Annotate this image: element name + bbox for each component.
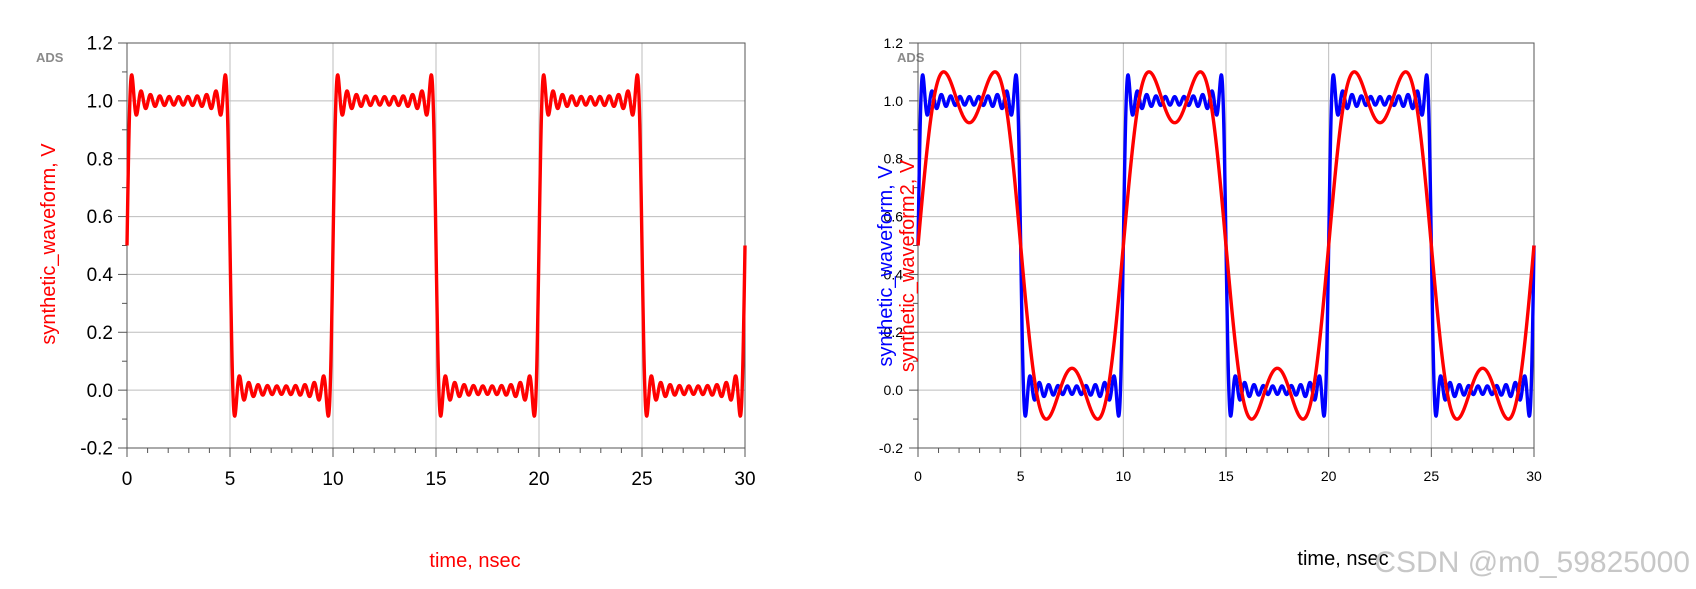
right-y-axis-label-2: synthetic_waveform2, V [897, 159, 919, 372]
x-tick-label: 10 [1116, 468, 1132, 484]
y-tick-label: 0.0 [884, 382, 904, 398]
x-tick-label: 20 [1321, 468, 1337, 484]
y-tick-label: -0.2 [80, 439, 113, 460]
y-tick-label: 0.8 [87, 149, 113, 170]
x-tick-label: 30 [734, 469, 755, 490]
left-y-axis-label: synthetic_waveform, V [38, 143, 60, 345]
x-tick-label: 30 [1526, 468, 1542, 484]
x-tick-label: 0 [122, 469, 133, 490]
x-tick-label: 5 [225, 469, 236, 490]
right-minor-ticks [909, 42, 1535, 457]
x-tick-label: 15 [1218, 468, 1234, 484]
right-x-tick-labels: 0 5 10 15 20 25 30 [914, 468, 1542, 484]
left-series-line-1 [125, 73, 747, 418]
y-tick-label: 0.6 [884, 208, 904, 224]
right-y-axis-label-1: synthetic_waveform, V [875, 165, 897, 367]
x-tick-label: 25 [631, 469, 652, 490]
left-series-group [125, 73, 747, 418]
x-tick-label: 0 [914, 468, 922, 484]
y-tick-label: 0.6 [87, 207, 113, 228]
y-tick-label: 1.2 [884, 35, 904, 51]
y-tick-label: 0.8 [884, 151, 904, 167]
y-tick-label: 0.4 [87, 265, 114, 286]
y-tick-label: 0.4 [884, 266, 904, 282]
right-x-axis-label: time, nsec [1297, 548, 1388, 570]
watermark-text: CSDN @m0_59825000 [1374, 546, 1690, 579]
x-tick-label: 25 [1424, 468, 1440, 484]
right-chart-panel: ADS -0.2 0.0 0.2 0.4 0.6 0.8 1.0 1.2 0 5 10 15 20 25… [875, 35, 1542, 570]
right-series-group [916, 70, 1536, 421]
x-tick-label: 15 [425, 469, 446, 490]
left-x-tick-labels: 0 5 10 15 20 25 30 [122, 469, 756, 490]
left-chart-panel: ADS -0.2 0.0 0.2 0.4 0.6 0.8 1.0 1.2 0 5 10 15 20 25… [36, 34, 756, 572]
y-tick-label: -0.2 [879, 440, 903, 456]
y-tick-label: 1.2 [87, 34, 113, 55]
left-ads-badge: ADS [36, 50, 64, 65]
y-tick-label: 0.2 [884, 324, 904, 340]
right-ads-badge: ADS [897, 50, 925, 65]
x-tick-label: 10 [322, 469, 343, 490]
left-minor-ticks [118, 42, 746, 457]
left-y-tick-labels: -0.2 0.0 0.2 0.4 0.6 0.8 1.0 1.2 [80, 34, 113, 460]
left-x-axis-label: time, nsec [429, 550, 520, 572]
right-y-tick-labels: -0.2 0.0 0.2 0.4 0.6 0.8 1.0 1.2 [879, 35, 903, 456]
y-tick-label: 1.0 [87, 92, 113, 113]
x-tick-label: 20 [528, 469, 549, 490]
y-tick-label: 0.0 [87, 381, 113, 402]
right-series-line-2 [916, 70, 1536, 421]
x-tick-label: 5 [1017, 468, 1025, 484]
y-tick-label: 1.0 [884, 93, 904, 109]
y-tick-label: 0.2 [87, 323, 113, 344]
